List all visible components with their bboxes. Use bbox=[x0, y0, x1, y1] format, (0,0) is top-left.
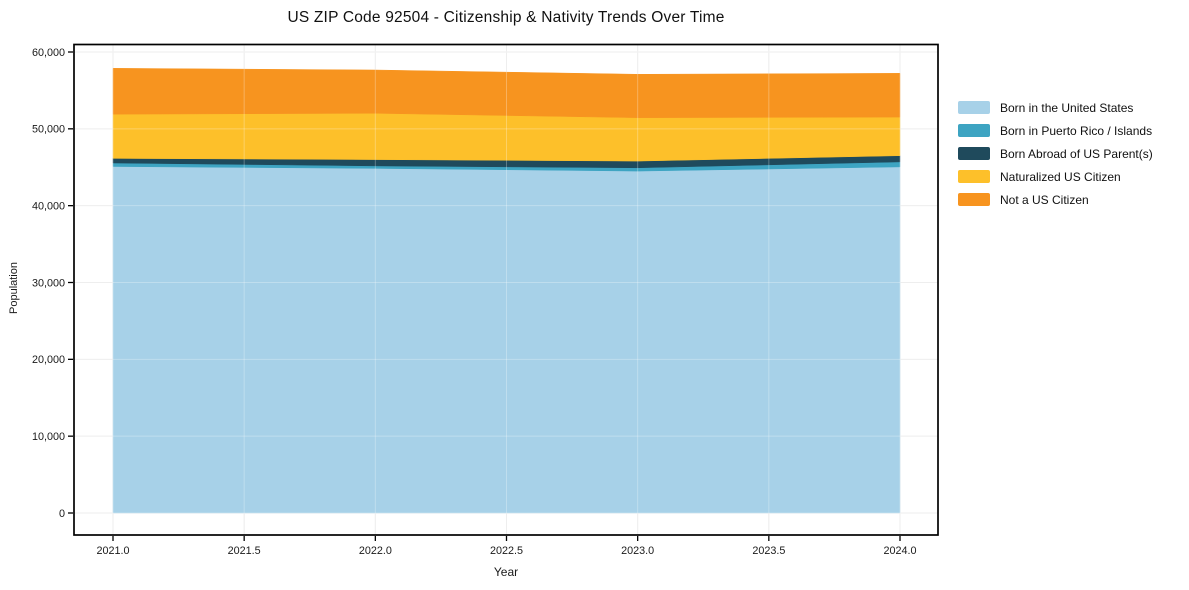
y-axis-label: Population bbox=[8, 262, 20, 314]
legend-swatch-naturalized-us-citizen bbox=[958, 170, 990, 183]
y-tick-label: 60,000 bbox=[32, 47, 65, 59]
x-axis-label: Year bbox=[493, 565, 519, 579]
legend-label: Born in Puerto Rico / Islands bbox=[1000, 123, 1153, 138]
legend-swatch-born-abroad-of-us-parent-s bbox=[958, 147, 990, 160]
legend: Born in the United States Born in Puerto … bbox=[958, 100, 1153, 207]
legend-item-born-abroad-of-us-parent-s: Born Abroad of US Parent(s) bbox=[958, 146, 1153, 161]
y-tick-label: 10,000 bbox=[32, 431, 65, 443]
y-tick-label: 20,000 bbox=[32, 354, 65, 366]
y-tick-label: 0 bbox=[59, 508, 65, 520]
legend-swatch-born-in-puerto-rico-islands bbox=[958, 124, 990, 137]
legend-item-not-a-us-citizen: Not a US Citizen bbox=[958, 192, 1153, 207]
x-tick-label: 2024.0 bbox=[883, 545, 916, 557]
legend-swatch-not-a-us-citizen bbox=[958, 193, 990, 206]
y-tick-label: 40,000 bbox=[32, 200, 65, 212]
y-tick-label: 30,000 bbox=[32, 277, 65, 289]
plot-border bbox=[73, 43, 939, 536]
x-tick-label: 2022.0 bbox=[359, 545, 392, 557]
area-not-a-us-citizen bbox=[112, 68, 901, 118]
y-tick-label: 50,000 bbox=[32, 124, 65, 136]
legend-item-born-in-the-united-states: Born in the United States bbox=[958, 100, 1153, 115]
legend-item-naturalized-us-citizen: Naturalized US Citizen bbox=[958, 169, 1153, 184]
legend-label: Born Abroad of US Parent(s) bbox=[1000, 146, 1153, 161]
chart-title: US ZIP Code 92504 - Citizenship & Nativi… bbox=[287, 9, 725, 26]
legend-item-born-in-puerto-rico-islands: Born in Puerto Rico / Islands bbox=[958, 123, 1153, 138]
x-tick-label: 2022.5 bbox=[490, 545, 523, 557]
legend-label: Not a US Citizen bbox=[1000, 192, 1089, 207]
legend-label: Born in the United States bbox=[1000, 100, 1134, 115]
legend-swatch-born-in-the-united-states bbox=[958, 101, 990, 114]
legend-label: Naturalized US Citizen bbox=[1000, 169, 1121, 184]
x-tick-label: 2021.5 bbox=[228, 545, 261, 557]
x-tick-label: 2021.0 bbox=[96, 545, 129, 557]
x-tick-label: 2023.0 bbox=[621, 545, 654, 557]
x-tick-label: 2023.5 bbox=[752, 545, 785, 557]
